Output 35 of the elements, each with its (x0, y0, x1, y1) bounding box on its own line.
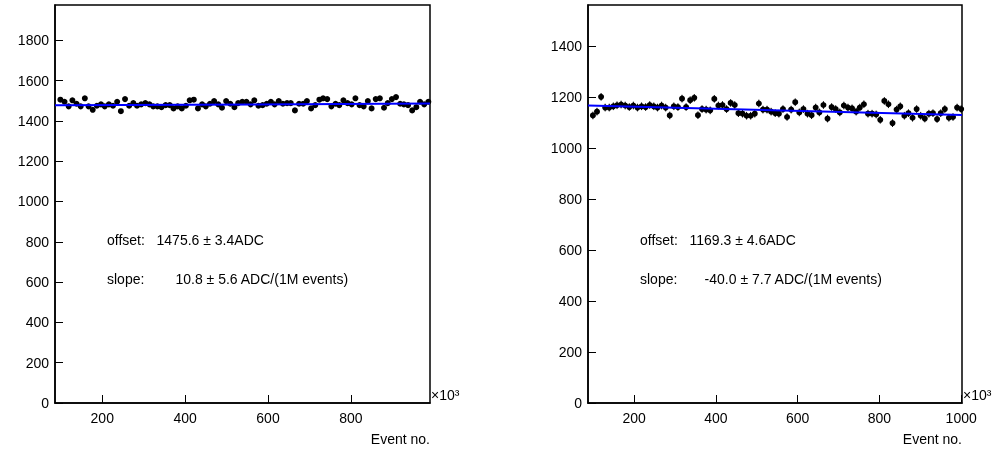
y-tick-label: 200 (558, 343, 583, 360)
annotation: offset: 1169.3 ± 4.6ADC (640, 232, 796, 248)
y-tick-label: 200 (25, 354, 50, 371)
x-axis-title: Event no. (370, 431, 430, 447)
annotation: slope: 10.8 ± 5.6 ADC/(1M events) (107, 271, 349, 287)
annotation: offset: 1475.6 ± 3.4ADC (107, 232, 264, 248)
y-tick-label: 0 (41, 395, 50, 411)
y-tick-label: 1600 (17, 72, 50, 89)
x-tick-label: 200 (622, 410, 647, 426)
y-tick-label: 400 (558, 292, 583, 309)
x-tick-label: 800 (867, 410, 892, 426)
text: ×10³ (431, 387, 460, 403)
x-tick-label: 800 (339, 410, 363, 426)
y-tick-label: 800 (558, 190, 583, 207)
x-tick-label: 200 (90, 410, 115, 426)
annotation: slope: -40.0 ± 7.7 ADC/(1M events) (640, 271, 882, 287)
x-tick-label: 600 (256, 410, 280, 426)
x-tick-label: 400 (704, 410, 728, 426)
y-tick-label: 1200 (550, 88, 583, 105)
y-tick-label: 600 (558, 241, 583, 258)
y-tick-label: 1800 (17, 32, 50, 49)
y-tick-label: 1000 (550, 139, 583, 156)
text: ×10³ (963, 387, 992, 403)
y-tick-label: 1400 (550, 37, 583, 54)
y-tick-label: 800 (25, 233, 50, 250)
y-tick-label: 0 (574, 395, 583, 411)
x-tick-label: 600 (786, 410, 810, 426)
x-axis-title: Event no. (902, 431, 962, 447)
x-tick-label: 400 (173, 410, 197, 426)
y-tick-label: 1000 (17, 193, 50, 210)
y-tick-label: 1400 (17, 112, 50, 129)
y-tick-label: 400 (25, 314, 50, 331)
y-tick-label: 1200 (17, 153, 50, 170)
x-tick-label: 1000 (945, 410, 977, 426)
y-tick-label: 600 (25, 274, 50, 291)
